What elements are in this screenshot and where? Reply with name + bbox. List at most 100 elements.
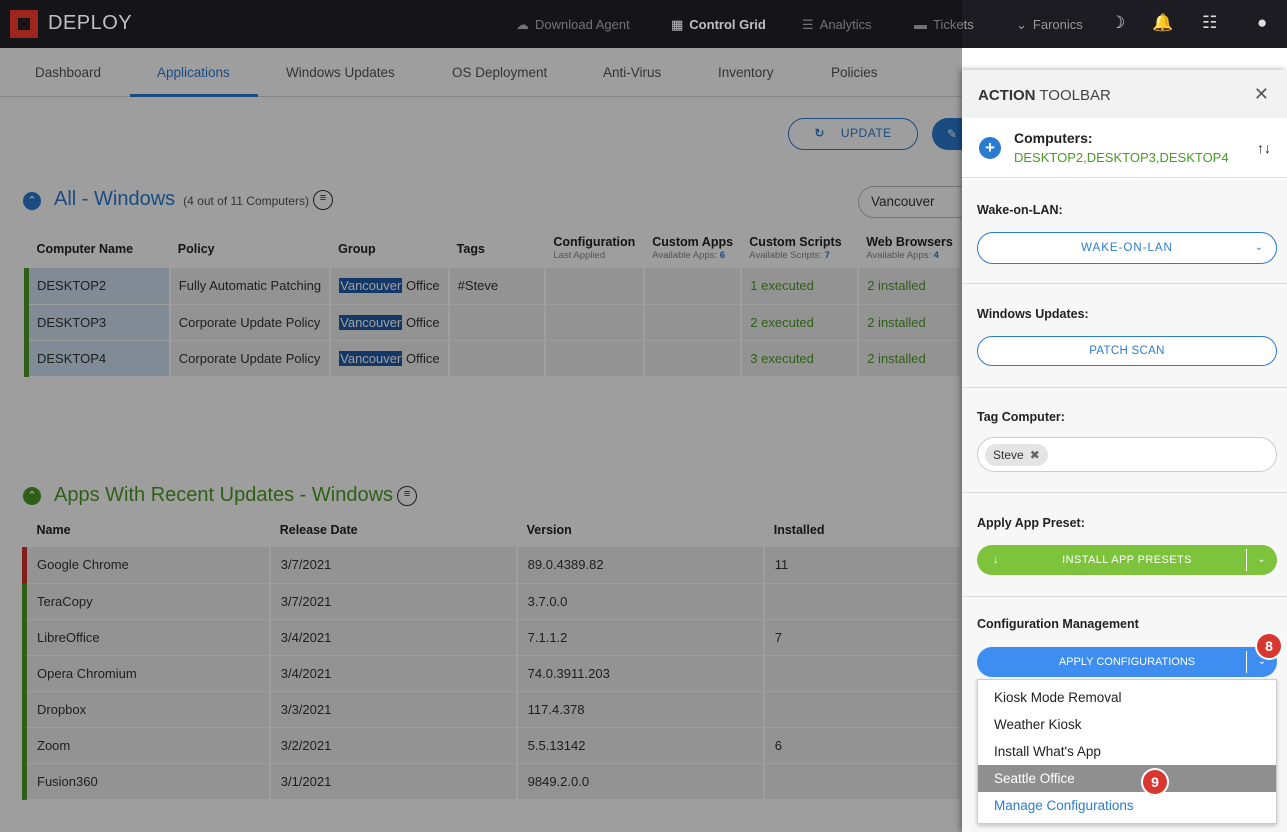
brand-name: DEPLOY xyxy=(48,12,133,34)
table-row[interactable]: Google Chrome 3/7/2021 89.0.4389.82 11 xyxy=(21,547,963,584)
header-dim-overlay xyxy=(0,0,962,48)
wake-on-lan-select[interactable]: WAKE-ON-LAN ⌄ xyxy=(977,232,1277,264)
cell-release-date: 3/3/2021 xyxy=(269,691,518,728)
dropdown-item-kiosk-mode-removal[interactable]: Kiosk Mode Removal xyxy=(994,690,1122,705)
cell-installed: 11 xyxy=(763,547,963,584)
column-header-custom-apps[interactable]: Custom Apps Available Apps: 6 xyxy=(652,235,734,261)
action-toolbar-panel: ACTION TOOLBAR ✕ + Computers: DESKTOP2,D… xyxy=(962,70,1287,832)
cell-computer-name[interactable]: DESKTOP2 xyxy=(23,268,171,305)
tab-applications[interactable]: Applications xyxy=(157,65,230,80)
sort-icon[interactable]: ↑↓ xyxy=(1257,140,1271,156)
column-header-tags[interactable]: Tags xyxy=(456,242,485,256)
add-computer-icon[interactable]: + xyxy=(979,137,1001,159)
table-row[interactable]: Opera Chromium 3/4/2021 74.0.3911.203 xyxy=(21,655,963,692)
computers-block xyxy=(962,118,1287,178)
collapse-section-icon[interactable]: ⌃ xyxy=(23,192,41,210)
cell-web-browsers[interactable]: 2 installed xyxy=(858,304,962,341)
moon-icon[interactable]: ☽ xyxy=(1110,13,1126,32)
table-row[interactable]: DESKTOP4 Corporate Update Policy Vancouv… xyxy=(23,340,962,377)
filter-icon[interactable]: ≡ xyxy=(312,189,333,210)
checklist-icon[interactable]: ☷ xyxy=(1202,13,1218,32)
apply-configurations-button[interactable]: APPLY CONFIGURATIONS ⌄ xyxy=(977,647,1277,677)
collapse-apps-section-icon[interactable]: ⌃ xyxy=(23,487,41,505)
tab-policies[interactable]: Policies xyxy=(831,65,878,80)
modal-backdrop[interactable] xyxy=(0,48,962,832)
column-header-web-browsers[interactable]: Web Browsers Available Apps: 4 xyxy=(866,235,953,261)
selected-computers-list: DESKTOP2,DESKTOP3,DESKTOP4 xyxy=(1014,150,1229,165)
deploy-logo-icon xyxy=(10,10,38,38)
patch-scan-button[interactable]: PATCH SCAN xyxy=(977,336,1277,366)
filter-icon[interactable]: ≡ xyxy=(397,485,418,506)
column-header-version[interactable]: Version xyxy=(526,523,572,537)
install-app-presets-button[interactable]: ↓ INSTALL APP PRESETS ⌄ xyxy=(977,545,1277,575)
chevron-down-icon[interactable]: ⌄ xyxy=(1257,554,1266,565)
cell-group: Vancouver Office xyxy=(330,268,450,305)
cell-custom-scripts[interactable]: 2 executed xyxy=(741,304,860,341)
table-row[interactable]: DESKTOP2 Fully Automatic Patching Vancou… xyxy=(23,268,962,305)
column-header-policy[interactable]: Policy xyxy=(177,242,215,256)
download-agent-link[interactable]: ☁ Download Agent xyxy=(516,17,630,32)
dropdown-item-seattle-office[interactable]: Seattle Office xyxy=(978,765,1276,792)
table-row[interactable]: LibreOffice 3/4/2021 7.1.1.2 7 xyxy=(21,619,963,656)
cell-app-name: Dropbox xyxy=(21,691,271,728)
table-row[interactable]: Dropbox 3/3/2021 117.4.378 xyxy=(21,691,963,728)
dropdown-item-install-whats-app[interactable]: Install What's App xyxy=(994,744,1101,759)
tab-anti-virus[interactable]: Anti-Virus xyxy=(603,65,662,80)
bell-icon[interactable]: 🔔 xyxy=(1152,13,1174,32)
cell-custom-apps xyxy=(644,340,743,377)
update-button[interactable]: ↻ UPDATE xyxy=(788,118,918,150)
apps-table: Name Release Date Version Installed Goog… xyxy=(21,513,963,800)
user-account-icon[interactable]: ● xyxy=(1257,13,1268,32)
cell-web-browsers[interactable]: 2 installed xyxy=(858,268,962,305)
cell-custom-scripts[interactable]: 1 executed xyxy=(741,268,860,305)
refresh-icon: ↻ xyxy=(814,126,825,140)
cell-version: 3.7.0.0 xyxy=(516,583,765,620)
dropdown-item-weather-kiosk[interactable]: Weather Kiosk xyxy=(994,717,1082,732)
cell-release-date: 3/4/2021 xyxy=(269,619,518,656)
computer-count: (4 out of 11 Computers) xyxy=(183,194,309,208)
cell-installed xyxy=(763,691,963,728)
column-header-computer-name[interactable]: Computer Name xyxy=(36,242,134,256)
column-header-configuration[interactable]: Configuration Last Applied xyxy=(553,235,636,261)
control-grid-link[interactable]: ▦ Control Grid xyxy=(671,17,766,32)
tickets-link[interactable]: ▬ Tickets xyxy=(914,17,974,32)
table-row[interactable]: DESKTOP3 Corporate Update Policy Vancouv… xyxy=(23,304,962,341)
cell-app-name: Opera Chromium xyxy=(21,655,271,692)
tag-input[interactable]: Steve ✖ xyxy=(977,437,1277,472)
cell-installed xyxy=(763,763,963,800)
column-header-custom-scripts[interactable]: Custom Scripts Available Scripts: 7 xyxy=(749,235,842,261)
cell-release-date: 3/7/2021 xyxy=(269,583,518,620)
computers-table: Computer Name Policy Group Tags Configur… xyxy=(23,230,962,377)
cell-policy: Fully Automatic Patching xyxy=(169,268,332,305)
tab-dashboard[interactable]: Dashboard xyxy=(35,65,102,80)
remove-tag-icon[interactable]: ✖ xyxy=(1029,448,1040,462)
cell-custom-apps xyxy=(644,268,743,305)
close-icon[interactable]: ✕ xyxy=(1253,84,1269,104)
table-row[interactable]: TeraCopy 3/7/2021 3.7.0.0 xyxy=(21,583,963,620)
cell-configuration xyxy=(545,304,646,341)
tag-computer-label: Tag Computer: xyxy=(977,410,1065,424)
section-title-apps-recent-updates: Apps With Recent Updates - Windows ≡ xyxy=(54,484,418,507)
chevron-down-icon[interactable]: ⌄ xyxy=(1257,656,1266,667)
tab-inventory[interactable]: Inventory xyxy=(718,65,774,80)
cell-tags xyxy=(448,304,547,341)
analytics-link[interactable]: ☰ Analytics xyxy=(802,17,872,32)
faronics-menu[interactable]: ⌄ Faronics xyxy=(1016,17,1083,32)
cell-computer-name[interactable]: DESKTOP3 xyxy=(23,304,171,341)
column-header-name[interactable]: Name xyxy=(36,523,71,537)
cell-computer-name[interactable]: DESKTOP4 xyxy=(23,340,171,377)
cell-installed: 6 xyxy=(763,727,963,764)
cell-group: Vancouver Office xyxy=(330,340,450,377)
cell-web-browsers[interactable]: 2 installed xyxy=(858,340,962,377)
cell-app-name: Fusion360 xyxy=(21,763,271,800)
tab-windows-updates[interactable]: Windows Updates xyxy=(286,65,395,80)
column-header-release-date[interactable]: Release Date xyxy=(279,523,358,537)
column-header-installed[interactable]: Installed xyxy=(773,523,825,537)
step-badge-9: 9 xyxy=(1143,770,1167,794)
manage-configurations-link[interactable]: Manage Configurations xyxy=(994,798,1134,813)
column-header-group[interactable]: Group xyxy=(338,242,376,256)
tab-os-deployment[interactable]: OS Deployment xyxy=(452,65,548,80)
table-row[interactable]: Zoom 3/2/2021 5.5.13142 6 xyxy=(21,727,963,764)
table-row[interactable]: Fusion360 3/1/2021 9849.2.0.0 xyxy=(21,763,963,800)
cell-custom-scripts[interactable]: 3 executed xyxy=(741,340,860,377)
